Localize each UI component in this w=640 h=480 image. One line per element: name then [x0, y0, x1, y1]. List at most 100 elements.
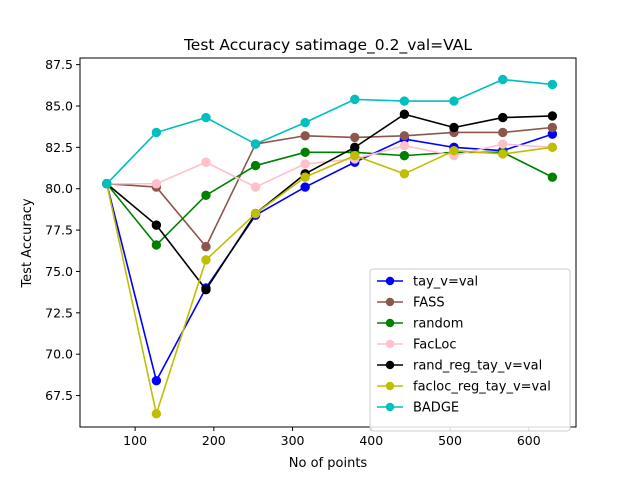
data-point — [498, 139, 508, 149]
y-tick-label: 82.5 — [45, 140, 73, 155]
data-point — [300, 117, 310, 128]
legend-swatch-marker — [385, 276, 395, 286]
data-point — [300, 147, 310, 158]
data-point — [350, 142, 360, 153]
x-axis-label: No of points — [289, 456, 368, 471]
data-point — [449, 145, 459, 156]
y-tick-label: 67.5 — [45, 388, 73, 403]
legend-box — [369, 268, 571, 432]
legend-label: facloc_reg_tay_v=val — [413, 380, 551, 395]
legend-label: FASS — [413, 296, 445, 311]
data-point — [300, 131, 310, 141]
legend-swatch-marker — [385, 318, 395, 328]
x-tick-label: 400 — [359, 433, 383, 448]
data-point — [250, 208, 261, 219]
data-point — [350, 132, 360, 143]
x-tick-label: 300 — [281, 433, 305, 448]
legend-label: random — [413, 317, 463, 332]
legend-item: rand_reg_tay_v=val — [377, 359, 542, 374]
series-line — [106, 143, 553, 188]
data-point — [300, 159, 310, 169]
data-point — [547, 79, 558, 90]
legend-item: FacLoc — [377, 338, 457, 353]
data-point — [399, 109, 410, 119]
series-random — [102, 147, 558, 250]
data-point — [300, 172, 310, 182]
data-point — [547, 111, 558, 121]
data-point — [498, 74, 508, 85]
data-point — [201, 157, 211, 167]
data-point — [151, 127, 162, 138]
data-point — [201, 255, 211, 265]
data-point — [547, 122, 558, 133]
data-point — [350, 150, 360, 161]
x-tick-label: 500 — [438, 433, 462, 448]
legend-item: BADGE — [377, 401, 459, 416]
legend-swatch-marker — [385, 360, 395, 370]
series-rand_reg_tay_v=val — [102, 109, 558, 295]
data-point — [300, 182, 310, 192]
series-facloc_reg_tay_v=val — [102, 142, 558, 419]
y-tick-label: 87.5 — [45, 57, 73, 72]
y-tick-label: 85.0 — [45, 98, 73, 113]
data-point — [201, 241, 211, 252]
data-point — [498, 112, 508, 123]
axes: 100 200 300 400 500 600 67.5 70.0 72.5 75.0 77.5 80… — [45, 57, 541, 448]
series-FASS — [102, 122, 558, 252]
series-line — [106, 113, 553, 291]
legend: tay_v=val FASS random FacLoc rand_reg_tay_v=… — [369, 268, 571, 432]
data-point — [399, 150, 410, 161]
legend-item: FASS — [377, 296, 445, 311]
x-tick-label: 600 — [517, 433, 541, 448]
y-tick-label: 70.0 — [45, 347, 73, 362]
x-tick-label: 100 — [123, 433, 147, 448]
plot-area — [102, 74, 558, 419]
chart-title: Test Accuracy satimage_0.2_val=VAL — [183, 36, 472, 55]
data-point — [201, 284, 211, 295]
plot-frame — [79, 57, 577, 428]
y-tick-label: 72.5 — [45, 305, 73, 320]
data-point — [498, 149, 508, 159]
legend-swatch-marker — [385, 381, 395, 391]
data-point — [547, 172, 558, 182]
data-point — [399, 96, 410, 106]
data-point — [151, 375, 162, 386]
data-point — [547, 142, 558, 153]
y-tick-label: 77.5 — [45, 223, 73, 238]
data-point — [151, 409, 162, 419]
legend-item: tay_v=val — [377, 275, 478, 290]
legend-label: BADGE — [413, 401, 459, 416]
data-point — [201, 112, 211, 123]
data-point — [250, 182, 261, 192]
data-point — [498, 127, 508, 138]
data-point — [151, 220, 162, 230]
legend-item: random — [377, 317, 463, 332]
data-point — [102, 179, 112, 189]
data-point — [250, 160, 261, 171]
legend-label: tay_v=val — [413, 275, 478, 290]
data-point — [151, 240, 162, 250]
data-point — [399, 131, 410, 141]
series-line — [105, 146, 553, 415]
series-FacLoc — [102, 139, 558, 192]
data-point — [449, 96, 459, 106]
series-line — [106, 78, 553, 185]
legend-swatch-marker — [385, 402, 395, 412]
data-point — [449, 122, 459, 133]
y-axis-label: Test Accuracy — [20, 198, 35, 288]
x-tick-label: 200 — [202, 433, 226, 448]
data-point — [201, 190, 211, 201]
data-point — [151, 179, 162, 189]
series-line — [106, 126, 553, 248]
y-tick-label: 75.0 — [45, 264, 73, 279]
series-BADGE — [102, 74, 558, 189]
data-point — [399, 169, 410, 179]
legend-item: facloc_reg_tay_v=val — [377, 380, 551, 395]
legend-swatch-marker — [385, 339, 395, 349]
data-point — [350, 94, 360, 105]
legend-label: FacLoc — [413, 338, 457, 353]
legend-label: rand_reg_tay_v=val — [413, 359, 542, 374]
data-point — [399, 140, 410, 151]
y-tick-label: 80.0 — [45, 181, 73, 196]
